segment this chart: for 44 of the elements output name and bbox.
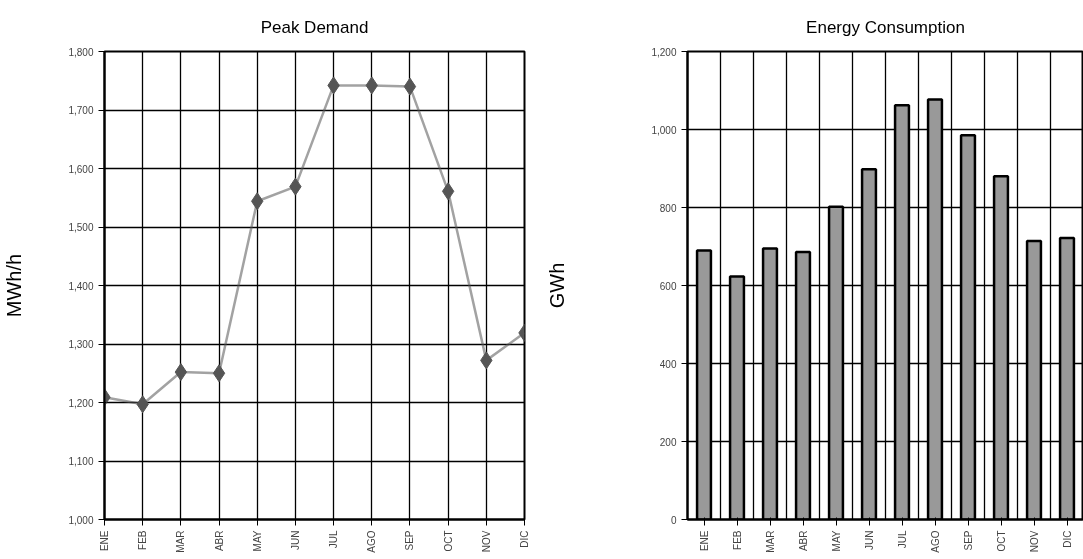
y-tick-label: 1,800 (68, 46, 94, 58)
y-tick-label: 0 (670, 514, 677, 526)
y-tick-label: 1,700 (68, 105, 94, 116)
x-tick-label: AGO (929, 530, 941, 553)
y-tick-label: 1,000 (651, 124, 677, 136)
x-tick-label: JUN (289, 530, 301, 550)
x-tick-label: ENE (698, 530, 710, 552)
x-tick-label: MAR (764, 530, 776, 553)
x-tick-label: NOV (1028, 530, 1040, 553)
y-tick-label: 1,300 (68, 339, 94, 350)
y-tick-label: 1,200 (68, 397, 94, 409)
x-tick-label: MAR (175, 530, 187, 553)
y-tick-label: 1,100 (68, 456, 94, 467)
x-tick-label: ENE (99, 530, 110, 552)
x-tick-label: JUL (896, 530, 908, 549)
x-tick-label: ABR (797, 530, 809, 552)
x-tick-label: ABR (213, 530, 225, 552)
x-tick-label: FEB (137, 530, 149, 550)
x-tick-label: DIC (519, 530, 530, 548)
x-tick-label: NOV (480, 530, 492, 553)
y-tick-label: 1,400 (68, 280, 94, 292)
x-tick-label: DIC (1061, 530, 1073, 548)
x-tick-label: AGO (366, 530, 378, 553)
y-tick-label: 1,200 (651, 46, 677, 58)
chart-title: Energy Consumption (806, 17, 965, 37)
x-tick-label: OCT (995, 530, 1007, 552)
y-axis-title: GWh (546, 262, 569, 309)
y-tick-label: 1,000 (68, 514, 94, 526)
x-tick-label: JUL (328, 530, 340, 549)
x-tick-label: JUN (863, 530, 875, 550)
y-axis-title: MWh/h (3, 253, 26, 318)
chart-title: Peak Demand (260, 17, 369, 37)
x-tick-label: OCT (442, 530, 454, 552)
y-tick-label: 600 (659, 280, 677, 292)
y-tick-label: 400 (659, 358, 677, 370)
y-tick-label: 1,500 (68, 222, 94, 233)
x-tick-label: SEP (962, 530, 974, 551)
x-tick-label: MAY (251, 530, 263, 552)
x-tick-label: SEP (404, 530, 416, 551)
x-tick-label: MAY (830, 530, 842, 552)
y-tick-label: 200 (659, 436, 677, 448)
x-tick-label: FEB (731, 530, 743, 550)
y-tick-label: 1,600 (68, 163, 94, 175)
y-tick-label: 800 (659, 202, 677, 214)
